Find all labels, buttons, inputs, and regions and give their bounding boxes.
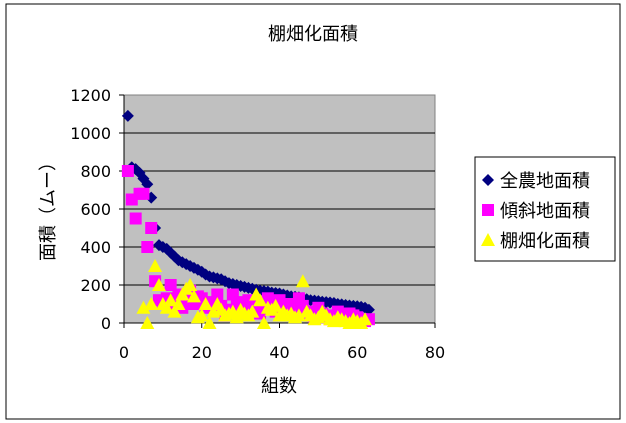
data-point	[148, 259, 163, 272]
legend-label: 棚畑化面積	[500, 231, 590, 252]
x-tick-label: 20	[192, 343, 212, 362]
legend-label: 傾斜地面積	[500, 201, 590, 222]
y-tick-label: 800	[80, 162, 111, 181]
data-point	[137, 187, 150, 200]
data-point	[167, 304, 182, 318]
data-point	[362, 303, 375, 316]
legend-marker	[481, 233, 495, 246]
series-3	[136, 259, 373, 329]
x-tick-label: 80	[425, 343, 445, 362]
data-point	[194, 308, 209, 322]
data-point	[144, 297, 159, 310]
data-point	[164, 279, 177, 291]
y-tick-label: 1000	[70, 124, 111, 143]
chart-title: 棚畑化面積	[268, 24, 358, 45]
data-point	[268, 298, 283, 312]
data-point	[121, 109, 134, 122]
data-point	[295, 274, 310, 288]
legend-marker	[482, 174, 494, 186]
data-point	[211, 288, 224, 301]
data-point	[136, 300, 151, 314]
data-point	[129, 212, 142, 225]
data-point	[125, 193, 138, 206]
data-point	[245, 304, 260, 318]
y-axis-label: 面積（ムー）	[38, 153, 59, 261]
axes: 0 200 400 600 800 1000 1200 0 20 40 60 80	[70, 86, 445, 362]
y-tick-label: 200	[80, 276, 111, 295]
data-point	[121, 165, 134, 177]
data-point	[183, 278, 198, 291]
data-point	[256, 316, 271, 329]
data-point	[141, 241, 154, 253]
data-point	[253, 293, 268, 307]
data-point	[145, 222, 158, 234]
data-point	[202, 316, 217, 329]
data-series	[121, 109, 375, 329]
data-point	[226, 288, 239, 301]
data-point	[186, 289, 201, 303]
x-tick-label: 60	[347, 343, 367, 362]
data-point	[291, 308, 306, 322]
y-tick-label: 1200	[70, 86, 111, 105]
data-point	[358, 312, 373, 326]
data-point	[159, 300, 174, 314]
data-point	[229, 310, 244, 324]
data-point	[164, 246, 177, 259]
y-tick-label: 600	[80, 200, 111, 219]
x-axis-label: 組数	[261, 376, 297, 397]
x-tick-label: 40	[269, 343, 289, 362]
data-point	[163, 293, 178, 307]
data-point	[141, 178, 154, 191]
legend-box	[474, 156, 616, 262]
x-tick-label: 0	[119, 343, 129, 362]
data-point	[198, 297, 213, 310]
data-point	[140, 316, 155, 329]
y-tick-label: 0	[101, 314, 111, 333]
y-tick-label: 400	[80, 238, 111, 257]
data-point	[151, 278, 166, 291]
legend-label: 全農地面積	[500, 171, 590, 192]
data-point	[171, 297, 186, 310]
legend-marker	[482, 204, 494, 216]
